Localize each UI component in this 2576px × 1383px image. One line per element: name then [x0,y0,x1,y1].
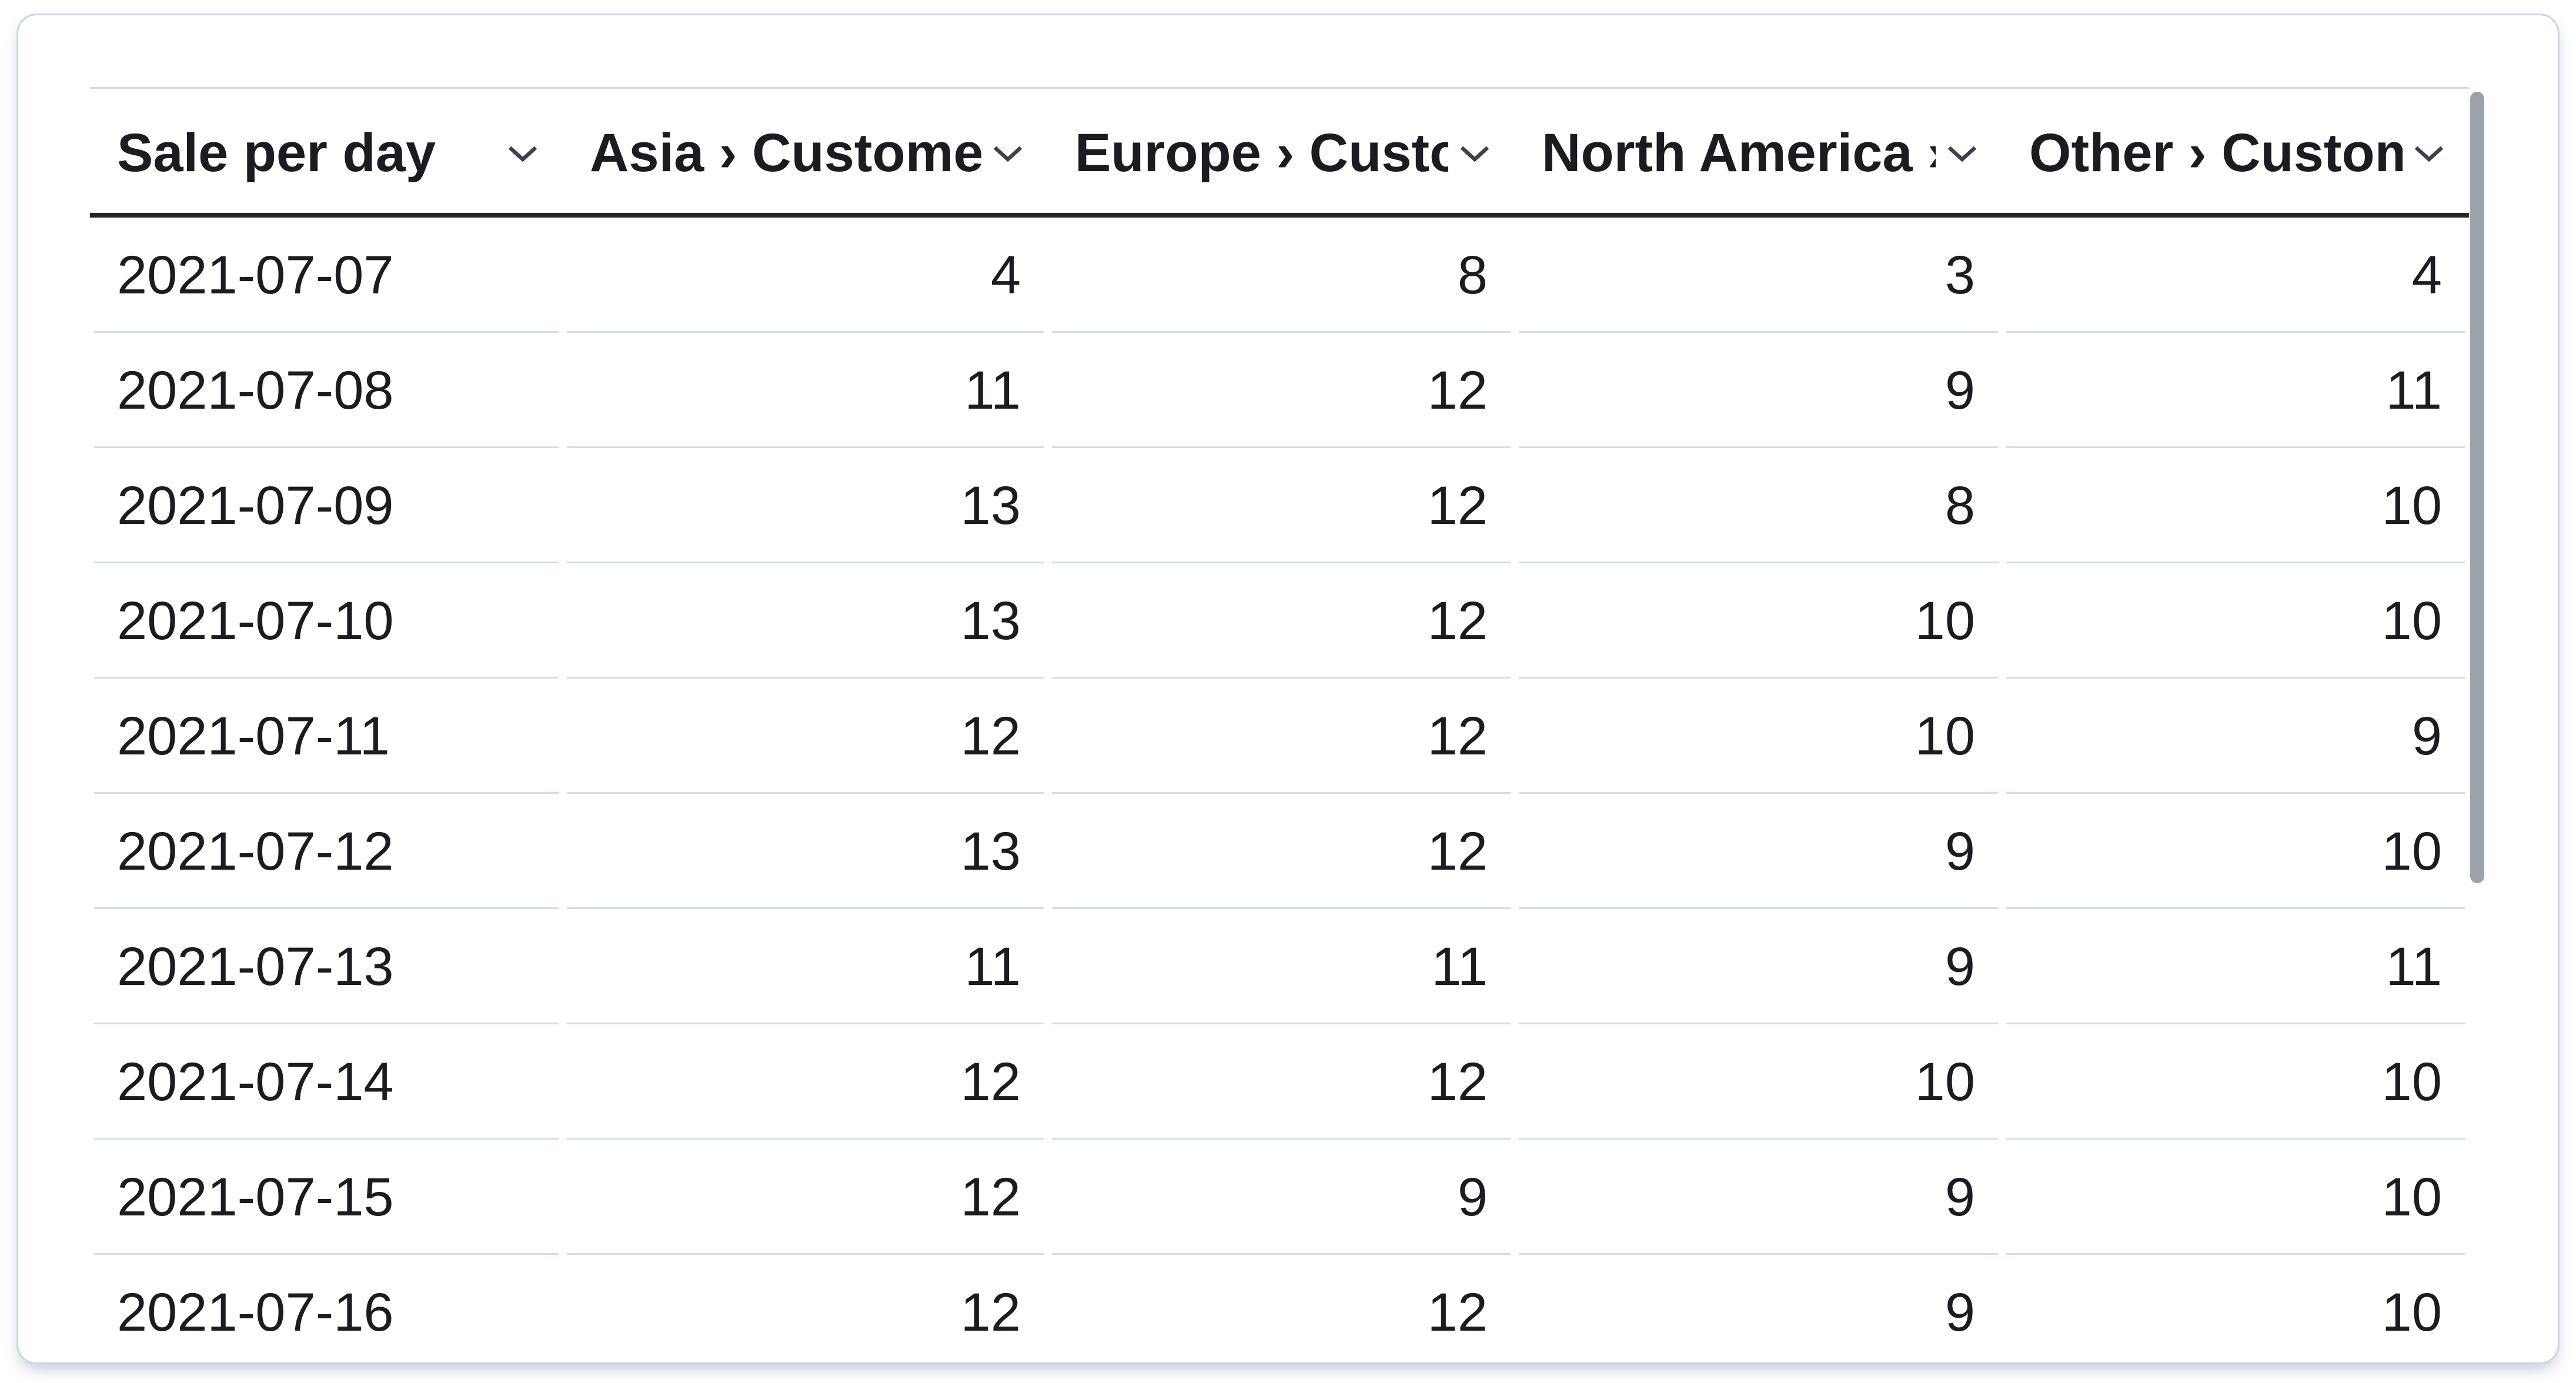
value-cell: 10 [2002,448,2469,563]
column-header-label: Asia › Customers [590,123,981,183]
table-row: 2021-07-14 12 12 10 10 [90,1024,2469,1140]
column-header-label: Europe › Customers [1075,123,1448,183]
chevron-down-icon[interactable] [1946,144,1978,163]
value-cell: 4 [2002,218,2469,333]
date-cell: 2021-07-16 [117,1282,394,1342]
table-row: 2021-07-15 12 9 9 10 [90,1140,2469,1255]
value-cell: 12 [960,1282,1021,1342]
table-row: 2021-07-13 11 11 9 11 [90,909,2469,1024]
date-cell: 2021-07-12 [90,794,563,909]
date-cell: 2021-07-14 [90,1024,563,1140]
vertical-scrollbar-thumb[interactable] [2470,92,2484,883]
date-cell: 2021-07-08 [90,333,563,448]
table-row: 2021-07-11 12 12 10 9 [90,679,2469,794]
data-grid: Sale per day Asia › Customers Europe › Cus… [90,87,2469,1370]
value-cell: 10 [2002,1024,2469,1140]
column-header-3[interactable]: North America › Customers [1515,89,2002,213]
value-cell: 13 [563,448,1048,563]
value-cell: 11 [2002,333,2469,448]
value-cell: 10 [2381,1282,2442,1342]
value-cell: 10 [2002,563,2469,679]
chevron-down-icon[interactable] [507,144,539,163]
table-panel: Sale per day Asia › Customers Europe › Cus… [16,14,2560,1364]
value-cell: 3 [1515,218,2002,333]
value-cell: 10 [2002,794,2469,909]
column-header-label: North America › Customers [1542,123,1936,183]
table-row: 2021-07-07 4 8 3 4 [90,218,2469,333]
chevron-down-icon[interactable] [1459,144,1491,163]
column-header-2[interactable]: Europe › Customers [1048,89,1515,213]
value-cell: 9 [1515,794,2002,909]
value-cell: 12 [563,1024,1048,1140]
value-cell: 12 [1427,1282,1488,1342]
column-header-1[interactable]: Asia › Customers [563,89,1048,213]
value-cell: 9 [1515,909,2002,1024]
value-cell: 8 [1515,448,2002,563]
date-cell: 2021-07-09 [90,448,563,563]
table-row: 2021-07-08 11 12 9 11 [90,333,2469,448]
value-cell: 9 [1944,1282,1975,1342]
value-cell: 9 [1515,333,2002,448]
value-cell: 11 [563,333,1048,448]
value-cell: 12 [1048,333,1515,448]
value-cell: 12 [563,679,1048,794]
column-header-4[interactable]: Other › Customers [2002,89,2469,213]
table-row: 2021-07-12 13 12 9 10 [90,794,2469,909]
data-grid-body: 2021-07-07 4 8 3 4 2021-07-08 11 12 9 11 2021-07-0… [90,218,2469,1370]
value-cell: 9 [2002,679,2469,794]
value-cell: 12 [1048,679,1515,794]
value-cell: 10 [1515,679,2002,794]
value-cell: 4 [563,218,1048,333]
value-cell: 13 [563,563,1048,679]
date-cell: 2021-07-11 [90,679,563,794]
table-row: 2021-07-09 13 12 8 10 [90,448,2469,563]
value-cell: 11 [2002,909,2469,1024]
value-cell: 8 [1048,218,1515,333]
value-cell: 10 [1515,1024,2002,1140]
value-cell: 12 [1048,563,1515,679]
value-cell: 12 [1048,794,1515,909]
date-cell: 2021-07-15 [90,1140,563,1255]
value-cell: 11 [563,909,1048,1024]
data-grid-header-row: Sale per day Asia › Customers Europe › Cus… [90,89,2469,218]
value-cell: 10 [2002,1140,2469,1255]
value-cell: 12 [563,1140,1048,1255]
date-cell: 2021-07-13 [90,909,563,1024]
date-cell: 2021-07-10 [90,563,563,679]
value-cell: 10 [1515,563,2002,679]
value-cell: 12 [1048,448,1515,563]
date-cell: 2021-07-07 [90,218,563,333]
column-header-label: Other › Customers [2029,123,2403,183]
table-row: 2021-07-10 13 12 10 10 [90,563,2469,679]
value-cell: 9 [1048,1140,1515,1255]
chevron-down-icon[interactable] [992,144,1024,163]
value-cell: 12 [1048,1024,1515,1140]
value-cell: 11 [1048,909,1515,1024]
chevron-down-icon[interactable] [2413,144,2445,163]
table-row: 2021-07-16 12 12 9 10 [90,1255,2469,1370]
value-cell: 9 [1515,1140,2002,1255]
value-cell: 13 [563,794,1048,909]
column-header-label: Sale per day [117,123,436,183]
column-header-0[interactable]: Sale per day [90,89,563,213]
